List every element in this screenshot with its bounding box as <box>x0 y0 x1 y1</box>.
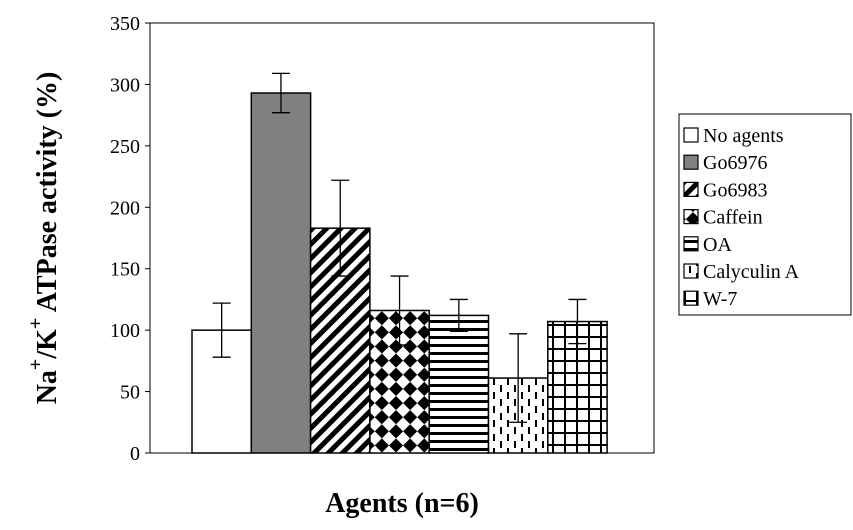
y-axis-title-na: Na <box>32 370 63 404</box>
legend-label: Go6976 <box>703 152 767 174</box>
y-axis-title-k: /K <box>32 329 63 360</box>
legend-label: OA <box>703 234 732 256</box>
legend-label: No agents <box>703 125 784 147</box>
y-axis-title-sup1: + <box>25 359 47 370</box>
bar-go6976 <box>250 92 312 454</box>
y-tick-label: 50 <box>120 382 140 404</box>
legend-swatch <box>683 209 699 225</box>
y-axis-title-rest: ATPase activity (%) <box>32 72 63 318</box>
y-ticks: 0 50 100 150 200 250 300 350 <box>110 13 150 465</box>
legend-swatch <box>683 181 699 197</box>
legend-swatch <box>683 154 699 170</box>
y-tick-label: 350 <box>110 13 140 35</box>
bar-w-7 <box>547 320 608 454</box>
legend-box <box>678 113 852 316</box>
y-tick-label: 300 <box>110 74 140 96</box>
legend-swatch <box>683 236 699 252</box>
x-axis-title: Agents (n=6) <box>325 488 479 519</box>
legend-label: Calyculin A <box>703 261 800 283</box>
y-tick-label: 100 <box>110 320 140 342</box>
error-bars <box>212 72 587 423</box>
bars <box>191 92 608 454</box>
y-tick-label: 250 <box>110 136 140 158</box>
y-axis-title: Na+/K+ ATPase activity (%) <box>25 72 63 405</box>
y-tick-label: 0 <box>130 443 140 465</box>
y-axis-title-sup2: + <box>25 318 47 329</box>
y-tick-label: 150 <box>110 259 140 281</box>
y-tick-label: 200 <box>110 197 140 219</box>
legend-swatch <box>683 290 699 306</box>
legend: No agents Go6976 Go6983 Caffein OA Calyculin … <box>683 125 800 310</box>
legend-swatch <box>683 263 699 279</box>
legend-label: Caffein <box>703 207 763 229</box>
legend-label: W-7 <box>703 288 737 310</box>
legend-label: Go6983 <box>703 179 767 201</box>
legend-swatch <box>683 127 699 143</box>
bar-oa <box>428 314 490 454</box>
